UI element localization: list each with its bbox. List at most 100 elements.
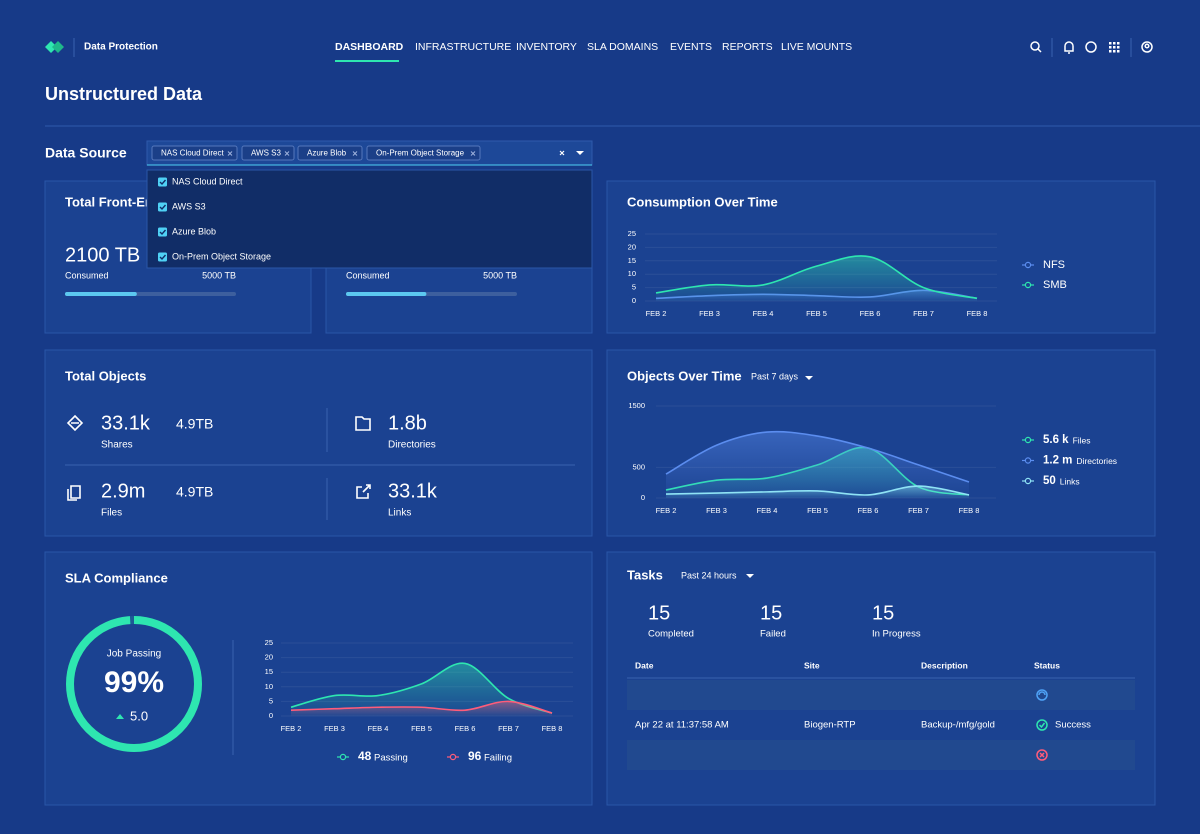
option-label[interactable]: AWS S3: [172, 201, 206, 211]
capacity: 5000 TB: [202, 270, 236, 280]
brand: Data Protection: [84, 42, 158, 53]
change-up-icon: [116, 714, 124, 719]
nav-item[interactable]: INVENTORY: [516, 41, 577, 53]
x-tick-label: FEB 2: [656, 506, 677, 515]
notifications-icon[interactable]: [1064, 41, 1074, 54]
y-tick-label: 25: [628, 229, 636, 238]
checkmark: [159, 254, 167, 261]
chip-label: Azure Blob: [307, 149, 347, 158]
area: [291, 701, 552, 716]
chip[interactable]: [241, 145, 295, 161]
help-icon[interactable]: [1085, 41, 1097, 53]
task-count: 15: [872, 602, 894, 624]
line: [655, 255, 978, 300]
progress-bar: [65, 292, 137, 296]
legend-icon: [1024, 477, 1032, 485]
logo: [45, 41, 57, 53]
line: [290, 700, 553, 714]
chip[interactable]: [297, 145, 363, 161]
nav-item[interactable]: DASHBOARD: [335, 41, 404, 53]
x-tick-label: FEB 2: [646, 309, 667, 318]
checkbox[interactable]: [158, 227, 167, 237]
chip-remove[interactable]: [227, 151, 233, 156]
x-tick-label: FEB 5: [411, 724, 432, 733]
area: [291, 663, 552, 716]
table-row: [627, 680, 1135, 710]
x-tick-label: FEB 4: [368, 724, 389, 733]
legend-icon: [449, 753, 457, 761]
toolbar-icons: [1030, 38, 1153, 57]
line: [665, 485, 970, 496]
option-label[interactable]: On-Prem Object Storage: [172, 251, 271, 261]
status-icons: [1036, 689, 1048, 761]
checkbox[interactable]: [158, 177, 167, 187]
legend-icon: [1024, 261, 1032, 269]
area: [666, 486, 969, 498]
nav-item[interactable]: LIVE MOUNTS: [781, 41, 852, 53]
legend-value: 50: [1043, 475, 1056, 487]
y-tick-label: 20: [265, 653, 273, 662]
nav-item[interactable]: INFRASTRUCTURE: [415, 41, 511, 53]
select-caret[interactable]: [576, 151, 584, 155]
card: [44, 551, 593, 806]
option-label[interactable]: NAS Cloud Direct: [172, 176, 243, 186]
card-title: Total Objects: [65, 368, 146, 383]
checkmark: [159, 179, 167, 186]
legend-label[interactable]: SMB: [1043, 279, 1067, 291]
chip-label: NAS Cloud Direct: [161, 149, 224, 158]
y-tick-label: 25: [265, 638, 273, 647]
x-tick-label: FEB 5: [807, 506, 828, 515]
storage-used: 2100 TB: [65, 244, 140, 266]
object-count: 33.1k: [388, 480, 438, 502]
chip-remove[interactable]: [470, 151, 476, 156]
chip[interactable]: [366, 145, 481, 161]
checkbox[interactable]: [158, 252, 167, 262]
page-title: Unstructured Data: [45, 84, 203, 104]
line: [290, 662, 553, 714]
legend-label[interactable]: Failing: [484, 753, 512, 764]
column-header: Description: [921, 660, 968, 670]
table-cell: Biogen-RTP: [804, 720, 856, 731]
y-tick-label: 20: [628, 242, 636, 251]
nav-item[interactable]: SLA DOMAINS: [587, 41, 658, 53]
apps-icon[interactable]: [1109, 42, 1120, 53]
gauge-change: 5.0: [130, 708, 148, 723]
checkbox[interactable]: [158, 202, 167, 212]
x-tick-label: FEB 4: [753, 309, 774, 318]
x-tick-label: FEB 3: [706, 506, 727, 515]
legend-value: 1.2 m: [1043, 455, 1072, 467]
dropdown-panel: [146, 169, 593, 269]
range-select[interactable]: Past 7 days: [751, 371, 799, 381]
nav-item[interactable]: EVENTS: [670, 41, 712, 53]
x-tick-label: FEB 5: [806, 309, 827, 318]
range-select[interactable]: Past 24 hours: [681, 570, 737, 580]
nav-item[interactable]: REPORTS: [722, 41, 773, 53]
chip-remove[interactable]: [284, 151, 290, 156]
range-caret[interactable]: [805, 376, 813, 380]
range-caret[interactable]: [746, 574, 754, 578]
x-tick-label: FEB 7: [913, 309, 934, 318]
x-tick-label: FEB 8: [542, 724, 563, 733]
legend-value: 5.6 k: [1043, 434, 1069, 446]
x-tick-label: FEB 3: [699, 309, 720, 318]
legend-label[interactable]: NFS: [1043, 259, 1065, 271]
table-row: [627, 740, 1135, 770]
task-count: 15: [760, 602, 782, 624]
user-icon[interactable]: [1141, 41, 1153, 53]
chip-remove[interactable]: [352, 151, 358, 156]
clear-icon[interactable]: [559, 150, 565, 156]
x-tick-label: FEB 7: [908, 506, 929, 515]
x-tick-label: FEB 6: [455, 724, 476, 733]
card-title: Tasks: [627, 567, 663, 582]
progress-bar: [346, 292, 427, 296]
search-icon[interactable]: [1030, 41, 1040, 51]
legend-label[interactable]: Passing: [374, 753, 408, 764]
x-tick-label: FEB 4: [757, 506, 778, 515]
option-label[interactable]: Azure Blob: [172, 226, 216, 236]
y-tick-label: 5: [269, 696, 273, 705]
logo: [52, 41, 64, 53]
chip-label: On-Prem Object Storage: [376, 149, 465, 158]
chip[interactable]: [151, 145, 238, 161]
